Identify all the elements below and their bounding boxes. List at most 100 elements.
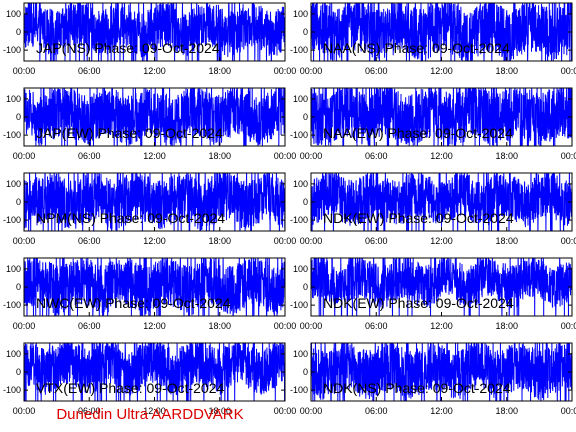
- y-tick-label: 100: [6, 179, 21, 189]
- y-tick-label: -100: [290, 130, 308, 140]
- y-tick-label: 100: [6, 94, 21, 104]
- x-tick-label: 12:00: [143, 66, 166, 76]
- y-tick-label: 0: [303, 112, 308, 122]
- x-tick-label: 18:00: [495, 66, 518, 76]
- y-tick-label: -100: [3, 130, 21, 140]
- x-tick-label: 18:00: [495, 406, 518, 416]
- x-tick-label: 00:00: [561, 66, 576, 76]
- x-tick-label: 00:00: [274, 66, 297, 76]
- y-tick-label: -100: [3, 385, 21, 395]
- phase-trace: [311, 343, 572, 401]
- x-tick-label: 00:00: [300, 236, 323, 246]
- y-tick-label: 100: [293, 179, 308, 189]
- x-tick-label: 12:00: [143, 406, 166, 416]
- x-tick-label: 18:00: [495, 321, 518, 331]
- phase-trace: [311, 258, 572, 316]
- x-tick-label: 06:00: [78, 66, 101, 76]
- panel-label: NDK(NS) Phase: 09-Oct-2024: [323, 380, 511, 396]
- x-tick-label: 00:00: [561, 406, 576, 416]
- y-tick-label: -100: [290, 215, 308, 225]
- x-tick-label: 00:00: [300, 151, 323, 161]
- x-tick-label: 00:00: [561, 151, 576, 161]
- x-tick-label: 00:00: [13, 321, 36, 331]
- x-tick-label: 12:00: [143, 321, 166, 331]
- x-tick-label: 00:00: [561, 236, 576, 246]
- x-tick-label: 00:00: [13, 236, 36, 246]
- panel-2: 1000-10000:0006:0012:0018:0000:00NAA(NS)…: [290, 2, 576, 76]
- x-tick-label: 06:00: [78, 321, 101, 331]
- x-tick-label: 12:00: [430, 236, 453, 246]
- x-tick-label: 12:00: [143, 151, 166, 161]
- phase-trace: [24, 258, 285, 316]
- y-tick-label: 0: [16, 367, 21, 377]
- x-tick-label: 12:00: [430, 151, 453, 161]
- x-tick-label: 00:00: [13, 406, 36, 416]
- phase-trace: [311, 3, 572, 61]
- y-tick-label: 0: [16, 112, 21, 122]
- x-tick-label: 12:00: [430, 66, 453, 76]
- panel-label: JAP(NS) Phase: 09-Oct-2024: [36, 40, 220, 56]
- x-tick-label: 18:00: [495, 236, 518, 246]
- phase-trace: [311, 173, 572, 231]
- y-tick-label: 0: [16, 282, 21, 292]
- y-tick-label: 0: [16, 27, 21, 37]
- x-tick-label: 06:00: [365, 321, 388, 331]
- x-tick-label: 06:00: [365, 236, 388, 246]
- x-tick-label: 00:00: [13, 151, 36, 161]
- phase-trace: [24, 173, 285, 231]
- y-tick-label: 0: [303, 197, 308, 207]
- x-tick-label: 00:00: [300, 66, 323, 76]
- x-tick-label: 18:00: [208, 236, 231, 246]
- x-tick-label: 00:00: [561, 321, 576, 331]
- panel-label: NAA(NS) Phase: 09-Oct-2024: [323, 40, 510, 56]
- panel-label: NDK(EW) Phase: 09-Oct-2024: [323, 295, 514, 311]
- x-tick-label: 06:00: [78, 151, 101, 161]
- y-tick-label: 100: [6, 349, 21, 359]
- panel-10: 1000-10000:0006:0012:0018:0000:00NDK(NS)…: [290, 342, 576, 416]
- x-tick-label: 00:00: [274, 236, 297, 246]
- y-tick-label: -100: [3, 45, 21, 55]
- x-tick-label: 18:00: [495, 151, 518, 161]
- x-tick-label: 00:00: [300, 321, 323, 331]
- footer-label: Dunedin Ultra AARDDVARK: [56, 406, 243, 423]
- panel-label: NDK(EW) Phase: 09-Oct-2024: [323, 210, 514, 226]
- y-tick-label: 0: [303, 367, 308, 377]
- x-tick-label: 00:00: [274, 321, 297, 331]
- x-tick-label: 00:00: [13, 66, 36, 76]
- phase-trace: [24, 343, 285, 401]
- x-tick-label: 06:00: [365, 151, 388, 161]
- x-tick-label: 00:00: [274, 151, 297, 161]
- y-tick-label: 100: [6, 264, 21, 274]
- y-tick-label: -100: [290, 300, 308, 310]
- panel-8: 1000-10000:0006:0012:0018:0000:00NDK(EW)…: [290, 257, 576, 331]
- x-tick-label: 06:00: [78, 236, 101, 246]
- y-tick-label: 100: [293, 9, 308, 19]
- y-tick-label: -100: [3, 300, 21, 310]
- panel-label: NWC(EW) Phase: 09-Oct-2024: [36, 295, 231, 311]
- x-tick-label: 06:00: [365, 406, 388, 416]
- y-tick-label: -100: [290, 385, 308, 395]
- y-tick-label: 100: [293, 349, 308, 359]
- y-tick-label: 100: [6, 9, 21, 19]
- panel-label: VTX(EW) Phase: 09-Oct-2024: [36, 380, 225, 396]
- y-tick-label: 0: [303, 27, 308, 37]
- x-tick-label: 00:00: [274, 406, 297, 416]
- x-tick-label: 00:00: [300, 406, 323, 416]
- y-tick-label: -100: [3, 215, 21, 225]
- phase-trace: [24, 3, 285, 61]
- y-tick-label: 0: [303, 282, 308, 292]
- y-tick-label: 100: [293, 94, 308, 104]
- x-tick-label: 06:00: [365, 66, 388, 76]
- x-tick-label: 18:00: [208, 151, 231, 161]
- panel-label: JAP(EW) Phase: 09-Oct-2024: [36, 125, 223, 141]
- panel-6: 1000-10000:0006:0012:0018:0000:00NDK(EW)…: [290, 172, 576, 246]
- x-tick-label: 06:00: [78, 406, 101, 416]
- x-tick-label: 18:00: [208, 66, 231, 76]
- phase-trace: [24, 88, 285, 146]
